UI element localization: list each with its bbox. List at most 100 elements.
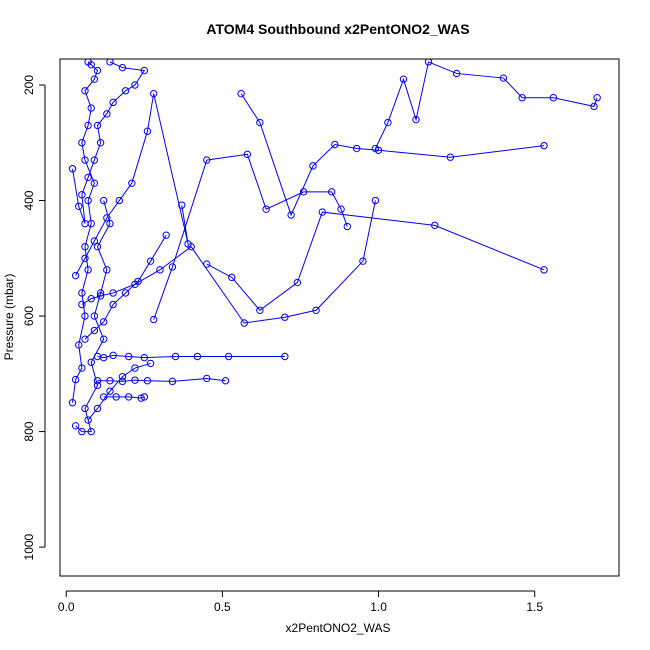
data-point xyxy=(90,75,99,83)
data-point xyxy=(106,377,114,385)
data-point xyxy=(68,165,77,173)
data-point xyxy=(106,59,114,66)
data-series xyxy=(68,59,149,228)
data-point xyxy=(71,375,80,384)
data-point xyxy=(78,427,86,436)
plot-data xyxy=(68,59,601,436)
data-point xyxy=(106,387,114,395)
x-tick-label: 0.5 xyxy=(214,600,231,614)
data-point xyxy=(109,98,117,107)
data-point xyxy=(203,156,211,164)
data-point xyxy=(118,377,127,386)
data-point xyxy=(93,66,102,75)
x-tick-label: 1.5 xyxy=(526,600,543,614)
data-point xyxy=(299,188,308,196)
data-point xyxy=(128,179,136,187)
data-series xyxy=(203,208,548,314)
y-tick-label: 800 xyxy=(22,421,36,441)
data-point xyxy=(78,300,86,309)
data-point xyxy=(143,127,152,135)
data-point xyxy=(78,289,86,297)
data-series xyxy=(371,59,601,153)
data-point xyxy=(203,374,211,383)
data-point xyxy=(84,173,92,182)
data-point xyxy=(90,312,99,320)
data-point xyxy=(162,231,170,239)
data-point xyxy=(156,266,164,274)
data-point xyxy=(240,319,248,327)
data-point xyxy=(96,139,105,147)
data-point xyxy=(256,118,264,127)
data-point xyxy=(100,353,108,362)
data-point xyxy=(359,257,367,265)
data-point xyxy=(112,393,120,401)
data-point xyxy=(168,263,177,271)
y-tick-label: 200 xyxy=(22,75,36,95)
data-point xyxy=(343,222,352,231)
data-point xyxy=(243,150,252,159)
data-point xyxy=(374,146,383,154)
data-point xyxy=(131,364,139,372)
data-point xyxy=(87,104,95,112)
data-point xyxy=(78,191,86,199)
data-point xyxy=(140,393,149,401)
data-point xyxy=(87,295,95,303)
data-point xyxy=(100,318,108,326)
data-point xyxy=(221,377,230,385)
data-point xyxy=(90,237,99,245)
series-line xyxy=(75,200,111,433)
data-point xyxy=(309,162,317,170)
data-point xyxy=(84,121,92,130)
series-line xyxy=(103,396,145,399)
data-series xyxy=(237,89,548,219)
data-point xyxy=(78,364,86,372)
data-point xyxy=(81,312,89,320)
y-axis: 200 400 600 800 1000 xyxy=(22,75,46,560)
data-point xyxy=(184,240,192,248)
data-point xyxy=(84,59,92,66)
data-series xyxy=(93,374,230,386)
data-point xyxy=(318,208,327,216)
data-point xyxy=(125,393,133,401)
data-point xyxy=(140,353,149,362)
data-point xyxy=(203,260,211,268)
y-axis-label: Pressure (mbar) xyxy=(2,274,16,361)
data-point xyxy=(446,153,455,161)
data-point xyxy=(352,144,361,153)
data-point xyxy=(424,59,433,66)
plot-frame xyxy=(59,58,620,577)
data-point xyxy=(71,422,80,430)
data-point xyxy=(287,211,295,219)
data-point xyxy=(81,254,89,262)
data-point xyxy=(131,81,139,89)
data-point xyxy=(137,394,145,402)
series-line xyxy=(71,61,146,224)
data-point xyxy=(168,377,177,386)
data-series xyxy=(71,196,114,436)
data-point xyxy=(178,201,186,209)
data-point xyxy=(193,352,202,361)
data-point xyxy=(115,196,124,205)
data-series xyxy=(149,150,352,324)
data-point xyxy=(499,74,508,82)
data-point xyxy=(109,289,117,297)
data-point xyxy=(146,359,155,368)
data-point xyxy=(87,427,95,436)
data-point xyxy=(256,306,264,314)
data-point xyxy=(125,352,133,361)
chart-title: ATOM4 Southbound x2PentONO2_WAS xyxy=(206,21,469,37)
data-point xyxy=(93,377,102,385)
series-line xyxy=(84,234,167,340)
data-point xyxy=(121,289,130,297)
data-point xyxy=(84,196,92,205)
data-point xyxy=(68,399,77,407)
x-axis: 0.0 0.5 1.0 1.5 xyxy=(58,590,543,614)
data-point xyxy=(109,351,117,360)
series-line xyxy=(206,211,545,311)
data-point xyxy=(93,243,102,251)
data-point xyxy=(131,376,139,384)
series-line xyxy=(374,61,598,149)
data-point xyxy=(149,315,158,324)
data-point xyxy=(140,66,149,75)
y-tick-label: 600 xyxy=(22,306,36,326)
